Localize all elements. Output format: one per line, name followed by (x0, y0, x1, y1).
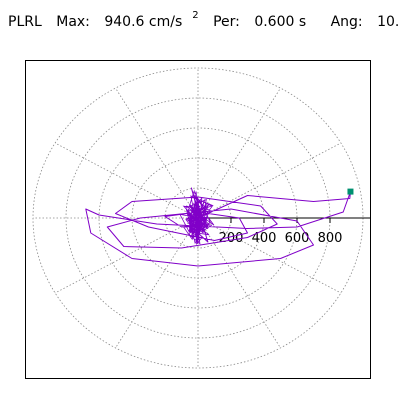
orbit-core-trace (179, 189, 215, 245)
acceleration-orbit (85, 187, 351, 267)
period-value: 0.600 s (254, 13, 307, 30)
station-code: PLRL (8, 13, 42, 30)
grid-spoke-330 (197, 217, 342, 294)
tick-label-800: 800 (318, 231, 343, 246)
angle-readout: Ang: 10.8 (331, 14, 400, 30)
grid-spoke-240 (115, 217, 199, 349)
max-exponent: 2 (192, 10, 199, 21)
grid-spoke-120 (115, 87, 199, 219)
max-point-marker (347, 188, 354, 195)
tick-label-200: 200 (219, 231, 244, 246)
max-label: Max: (56, 13, 90, 30)
max-readout: Max: 940.6 cm/s 2 (56, 10, 199, 30)
radial-tick-labels: 200 400 600 800 (219, 218, 343, 246)
tick-label-600: 600 (285, 231, 310, 246)
max-marker (347, 188, 354, 195)
plot-frame (25, 60, 371, 379)
orbit-trace (85, 187, 351, 267)
period-label: Per: (213, 13, 240, 30)
period-readout: Per: 0.600 s (213, 14, 316, 30)
max-value: 940.6 cm/s (104, 13, 183, 30)
chart-header: PLRL Max: 940.6 cm/s 2 Per: 0.600 s Ang: … (8, 10, 400, 42)
grid-spoke-150 (54, 142, 199, 219)
angle-label: Ang: (330, 13, 363, 30)
angle-value: 10.8 (377, 13, 400, 30)
tick-label-400: 400 (252, 231, 277, 246)
grid-spoke-60 (197, 87, 281, 219)
grid-spoke-30 (197, 142, 342, 219)
